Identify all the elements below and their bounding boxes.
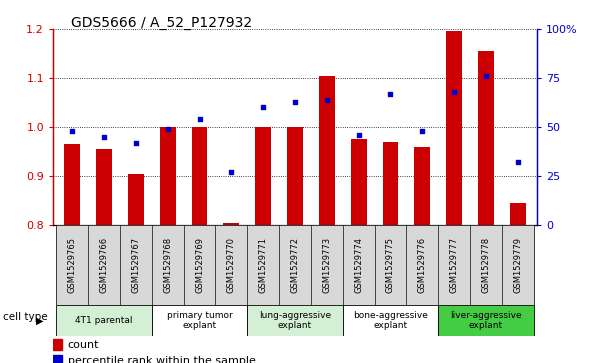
Bar: [375, 225, 407, 305]
Bar: [478, 51, 494, 363]
Bar: [96, 149, 112, 363]
Bar: [255, 127, 271, 363]
Bar: [183, 225, 215, 305]
Text: GSM1529779: GSM1529779: [513, 237, 522, 293]
Text: GDS5666 / A_52_P127932: GDS5666 / A_52_P127932: [71, 16, 252, 30]
Text: GSM1529778: GSM1529778: [481, 237, 490, 293]
Bar: [470, 225, 502, 305]
Bar: [382, 142, 398, 363]
Text: 4T1 parental: 4T1 parental: [76, 316, 133, 325]
Point: [99, 134, 109, 140]
Point: [418, 128, 427, 134]
Text: GSM1529766: GSM1529766: [100, 237, 109, 293]
Bar: [247, 225, 279, 305]
Bar: [192, 127, 208, 363]
Text: GSM1529772: GSM1529772: [290, 237, 300, 293]
Point: [67, 128, 77, 134]
Text: count: count: [68, 340, 99, 350]
Text: liver-aggressive
explant: liver-aggressive explant: [450, 311, 522, 330]
Bar: [160, 127, 176, 363]
Bar: [88, 225, 120, 305]
Text: GSM1529774: GSM1529774: [354, 237, 363, 293]
Text: GSM1529767: GSM1529767: [132, 237, 140, 293]
Bar: [343, 305, 438, 336]
Point: [163, 126, 172, 132]
Bar: [53, 355, 62, 363]
Bar: [56, 305, 152, 336]
Bar: [64, 144, 80, 363]
Text: primary tumor
explant: primary tumor explant: [166, 311, 232, 330]
Point: [131, 140, 140, 146]
Text: GSM1529773: GSM1529773: [322, 237, 332, 293]
Text: GSM1529770: GSM1529770: [227, 237, 236, 293]
Bar: [510, 203, 526, 363]
Text: cell type: cell type: [3, 312, 48, 322]
Text: GSM1529765: GSM1529765: [68, 237, 77, 293]
Bar: [152, 305, 247, 336]
Bar: [128, 174, 144, 363]
Bar: [215, 225, 247, 305]
Bar: [224, 223, 240, 363]
Bar: [414, 147, 430, 363]
Text: bone-aggressive
explant: bone-aggressive explant: [353, 311, 428, 330]
Bar: [152, 225, 183, 305]
Bar: [279, 225, 311, 305]
Bar: [287, 127, 303, 363]
Bar: [350, 139, 366, 363]
Point: [386, 91, 395, 97]
Text: GSM1529775: GSM1529775: [386, 237, 395, 293]
Bar: [438, 305, 534, 336]
Bar: [53, 339, 62, 351]
Point: [354, 132, 363, 138]
Point: [290, 99, 300, 105]
Bar: [446, 32, 462, 363]
Bar: [438, 225, 470, 305]
Bar: [343, 225, 375, 305]
Bar: [120, 225, 152, 305]
Point: [322, 97, 332, 102]
Text: percentile rank within the sample: percentile rank within the sample: [68, 356, 255, 363]
Text: GSM1529769: GSM1529769: [195, 237, 204, 293]
Text: GSM1529777: GSM1529777: [450, 237, 458, 293]
Text: ▶: ▶: [35, 315, 43, 325]
Text: GSM1529771: GSM1529771: [258, 237, 268, 293]
Text: GSM1529768: GSM1529768: [163, 237, 172, 293]
Point: [513, 159, 523, 165]
Bar: [319, 76, 335, 363]
Point: [227, 169, 236, 175]
Bar: [407, 225, 438, 305]
Bar: [502, 225, 534, 305]
Bar: [247, 305, 343, 336]
Text: lung-aggressive
explant: lung-aggressive explant: [259, 311, 331, 330]
Point: [481, 73, 491, 79]
Point: [195, 116, 204, 122]
Bar: [311, 225, 343, 305]
Point: [258, 105, 268, 110]
Bar: [56, 225, 88, 305]
Text: GSM1529776: GSM1529776: [418, 237, 427, 293]
Point: [450, 89, 459, 95]
